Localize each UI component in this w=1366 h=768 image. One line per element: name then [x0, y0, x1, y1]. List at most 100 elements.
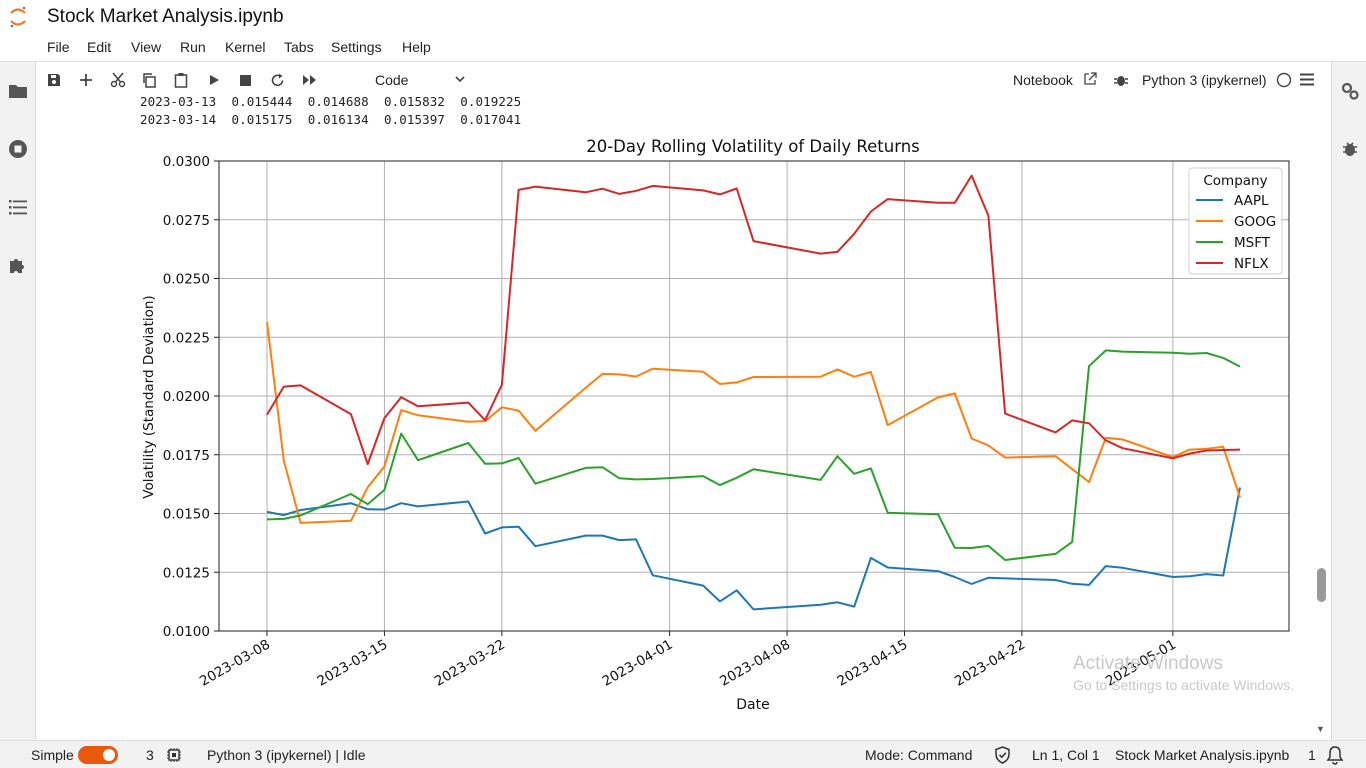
menu-help[interactable]: Help	[402, 39, 431, 55]
legend-label-msft: MSFT	[1234, 235, 1271, 251]
restart-kernel-button[interactable]	[267, 70, 287, 90]
menu-settings[interactable]: Settings	[331, 39, 382, 55]
play-icon	[210, 75, 219, 85]
right-sidebar	[1331, 62, 1366, 740]
restart-run-all-button[interactable]	[299, 70, 319, 90]
series-line-msft	[266, 349, 1241, 561]
kernel-name[interactable]: Python 3 (ipykernel)	[1142, 72, 1267, 88]
menu-kernel[interactable]: Kernel	[225, 39, 266, 55]
running-icon[interactable]	[7, 138, 29, 160]
legend-label-aapl: AAPL	[1234, 193, 1269, 209]
x-tick-label: 2023-03-15	[314, 637, 390, 690]
window-title: Stock Market Analysis.ipynb	[47, 6, 284, 27]
chart-series-lines	[266, 174, 1241, 611]
chart-title: 20-Day Rolling Volatility of Daily Retur…	[586, 137, 920, 156]
y-tick-label: 0.0175	[163, 448, 210, 464]
terminal-count[interactable]: 3	[146, 747, 154, 763]
copy-button[interactable]	[139, 70, 159, 90]
menu-file[interactable]: File	[47, 39, 70, 55]
x-tick-label: 2023-03-22	[432, 637, 508, 690]
y-tick-label: 0.0250	[163, 272, 210, 288]
external-link-icon[interactable]	[1083, 72, 1097, 86]
status-filename: Stock Market Analysis.ipynb	[1115, 747, 1290, 763]
x-tick-label: 2023-04-15	[835, 637, 911, 690]
trusted-shield-icon[interactable]	[994, 746, 1011, 764]
cursor-position[interactable]: Ln 1, Col 1	[1032, 747, 1100, 763]
x-tick-label: 2023-04-08	[717, 637, 793, 690]
y-tick-label: 0.0300	[163, 154, 210, 170]
output-text-line: 2023-03-14 0.015175 0.016134 0.015397 0.…	[140, 112, 522, 127]
restart-icon	[271, 73, 283, 86]
chevron-down-icon	[455, 76, 465, 83]
activate-windows-watermark: Activate Windows	[1073, 653, 1223, 674]
notebook-mode: Mode: Command	[865, 747, 973, 763]
simple-mode-toggle[interactable]	[78, 746, 118, 764]
jupyter-logo-icon	[10, 6, 26, 28]
open-in-notebook-link[interactable]: Notebook	[1013, 72, 1073, 88]
folder-icon[interactable]	[7, 80, 29, 102]
interrupt-kernel-button[interactable]	[235, 70, 255, 90]
series-line-goog	[266, 321, 1241, 524]
legend-title: Company	[1203, 173, 1267, 189]
run-cell-button[interactable]	[204, 70, 224, 90]
menu-bar: File Edit View Run Kernel Tabs Settings …	[0, 34, 1366, 60]
plus-icon	[80, 74, 92, 86]
chart-axes: 0.0100 0.0125 0.0150 0.0175 0.0200 0.0225 0.02…	[163, 154, 1290, 690]
save-button[interactable]	[44, 70, 64, 90]
kernel-cpu-icon[interactable]	[166, 747, 182, 763]
cell-type-value: Code	[375, 72, 409, 88]
y-tick-label: 0.0275	[163, 213, 210, 229]
scrollbar-thumb[interactable]	[1317, 568, 1326, 602]
notification-count[interactable]: 1	[1308, 747, 1316, 763]
cell-output: 2023-03-13 0.015444 0.014688 0.015832 0.…	[37, 94, 1317, 738]
title-bar: Stock Market Analysis.ipynb	[0, 0, 1366, 34]
legend-label-goog: GOOG	[1234, 214, 1276, 230]
extensions-puzzle-icon[interactable]	[7, 254, 29, 276]
output-text-line: 2023-03-13 0.015444 0.014688 0.015832 0.…	[140, 94, 522, 109]
menu-tabs[interactable]: Tabs	[284, 39, 314, 55]
clipboard-icon	[174, 73, 188, 88]
volatility-line-chart: 20-Day Rolling Volatility of Daily Retur…	[141, 137, 1290, 713]
kernel-status[interactable]: Python 3 (ipykernel) | Idle	[207, 747, 366, 763]
property-inspector-gears-icon[interactable]	[1339, 80, 1361, 102]
hamburger-menu-icon[interactable]	[1300, 73, 1314, 86]
series-line-aapl	[266, 487, 1241, 611]
status-bar: Simple 3 Python 3 (ipykernel) | Idle Mod…	[0, 740, 1366, 768]
toggle-knob	[103, 749, 115, 761]
chart-grid	[219, 160, 1289, 632]
x-tick-label: 2023-04-01	[600, 637, 676, 690]
cut-button[interactable]	[108, 70, 128, 90]
y-axis-label: Volatility (Standard Deviation)	[141, 295, 157, 498]
menu-edit[interactable]: Edit	[87, 39, 112, 55]
menu-run[interactable]: Run	[180, 39, 206, 55]
kernel-status-circle-icon	[1276, 72, 1292, 88]
x-tick-label: 2023-04-22	[952, 637, 1028, 690]
legend-label-nflx: NFLX	[1234, 256, 1269, 272]
y-tick-label: 0.0125	[163, 565, 210, 581]
stop-icon	[239, 74, 251, 86]
menu-divider	[0, 61, 1366, 62]
y-tick-label: 0.0150	[163, 507, 210, 523]
copy-icon	[143, 73, 156, 88]
simple-mode-label: Simple	[31, 747, 74, 763]
insert-cell-button[interactable]	[76, 70, 96, 90]
menu-view[interactable]: View	[131, 39, 162, 55]
bug-icon[interactable]	[1113, 72, 1129, 88]
fast-forward-icon	[302, 75, 316, 85]
cell-type-select[interactable]: Code	[367, 67, 472, 93]
plot-frame	[218, 160, 1290, 632]
debugger-bug-icon[interactable]	[1339, 138, 1361, 160]
y-tick-label: 0.0200	[163, 389, 210, 405]
left-sidebar	[0, 62, 36, 740]
table-of-contents-icon[interactable]	[7, 196, 29, 218]
bell-icon[interactable]	[1326, 745, 1344, 765]
save-icon	[48, 74, 60, 86]
notebook-toolbar: Code Notebook Python 3 (ipykernel)	[37, 62, 1331, 98]
scroll-down-arrow-icon[interactable]: ▼	[1316, 724, 1325, 734]
paste-button[interactable]	[171, 70, 191, 90]
x-tick-label: 2023-03-08	[197, 637, 273, 690]
activate-windows-hint: Go to Settings to activate Windows.	[1073, 677, 1294, 693]
chart-legend: Company AAPL GOOG MSFT NFLX	[1188, 167, 1283, 275]
series-line-nflx	[266, 174, 1241, 466]
y-tick-label: 0.0100	[163, 624, 210, 640]
